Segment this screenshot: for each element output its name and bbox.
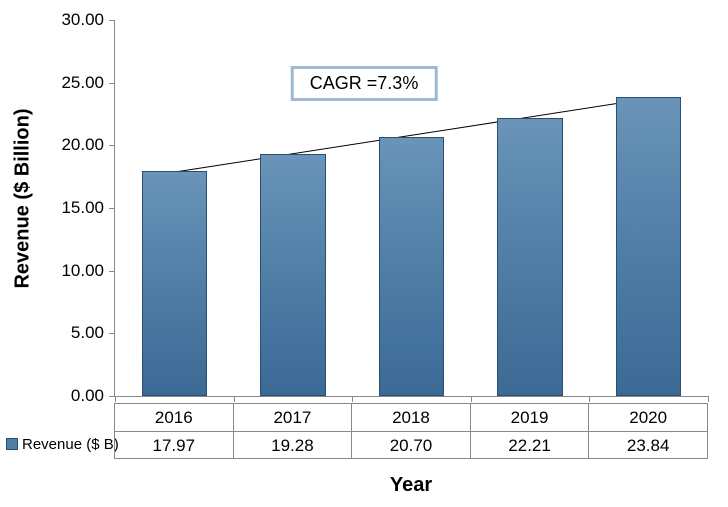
x-axis-title: Year xyxy=(114,474,708,497)
y-axis-ticks: 0.005.0010.0015.0020.0025.0030.00 xyxy=(40,0,110,397)
data-table: 20162017201820192020 17.9719.2820.7022.2… xyxy=(114,403,708,461)
y-tick-mark xyxy=(109,271,115,272)
data-table-category-cell: 2017 xyxy=(234,403,353,431)
data-table-category-cell: 2018 xyxy=(352,403,471,431)
cagr-annotation: CAGR =7.3% xyxy=(291,66,438,101)
x-tick-mark xyxy=(708,396,709,402)
data-table-values-row: 17.9719.2820.7022.2123.84 xyxy=(114,431,708,459)
y-tick-mark xyxy=(109,145,115,146)
bar xyxy=(616,97,681,396)
x-tick-mark xyxy=(471,396,472,402)
series-legend: Revenue ($ B) xyxy=(0,431,112,459)
bar xyxy=(379,137,444,396)
data-table-value-cell: 19.28 xyxy=(234,431,353,459)
data-table-category-cell: 2020 xyxy=(589,403,708,431)
bar xyxy=(497,118,562,396)
plot-area: CAGR =7.3% xyxy=(114,20,708,397)
bar xyxy=(142,171,207,396)
x-tick-mark xyxy=(115,396,116,402)
y-tick-mark xyxy=(109,20,115,21)
revenue-bar-chart: Revenue ($ Billion) 0.005.0010.0015.0020… xyxy=(0,0,728,507)
y-tick-mark xyxy=(109,83,115,84)
series-legend-text: Revenue ($ B) xyxy=(22,436,119,453)
data-table-value-cell: 22.21 xyxy=(471,431,590,459)
data-table-value-cell: 20.70 xyxy=(352,431,471,459)
data-table-categories-row: 20162017201820192020 xyxy=(114,403,708,431)
data-table-value-cell: 17.97 xyxy=(114,431,234,459)
y-tick-mark xyxy=(109,333,115,334)
data-table-value-cell: 23.84 xyxy=(589,431,708,459)
x-tick-mark xyxy=(234,396,235,402)
data-table-category-cell: 2019 xyxy=(471,403,590,431)
x-tick-mark xyxy=(589,396,590,402)
y-tick-mark xyxy=(109,208,115,209)
y-axis-title-wrap: Revenue ($ Billion) xyxy=(8,0,38,397)
data-table-category-cell: 2016 xyxy=(114,403,234,431)
legend-swatch-icon xyxy=(6,438,18,450)
cagr-text: CAGR =7.3% xyxy=(310,73,419,93)
bar xyxy=(260,154,325,396)
y-axis-title: Revenue ($ Billion) xyxy=(12,108,35,288)
x-tick-mark xyxy=(352,396,353,402)
